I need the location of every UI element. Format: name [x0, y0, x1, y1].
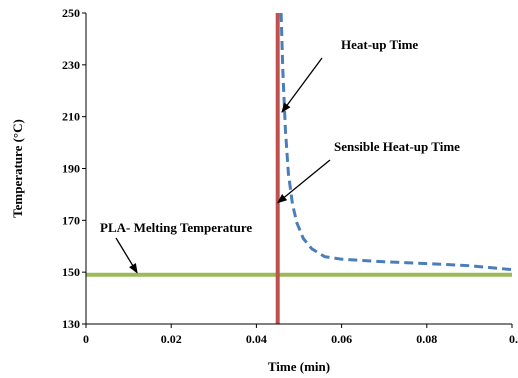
y-axis-title: Temperature (°C) [10, 119, 25, 218]
annotation-sensible-heat-up-time: Sensible Heat-up Time [334, 139, 460, 154]
y-tick-label: 250 [62, 6, 80, 20]
x-tick-label: 0.02 [161, 332, 182, 346]
annotation-pla-melting-temperature: PLA- Melting Temperature [100, 220, 252, 235]
annotation-sensible-heat-up-time-arrow [276, 159, 331, 204]
x-tick-label: 0.1 [509, 332, 518, 346]
y-tick-label: 150 [62, 265, 80, 279]
annotation-heat-up-time-arrow [281, 57, 323, 113]
x-tick-label: 0 [83, 332, 89, 346]
x-tick-label: 0.06 [331, 332, 352, 346]
series-heat-up-curve [279, 13, 512, 272]
y-tick-label: 210 [62, 110, 80, 124]
y-tick-label: 170 [62, 213, 80, 227]
y-tick-label: 230 [62, 58, 80, 72]
y-tick-label: 130 [62, 317, 80, 331]
y-tick-label: 190 [62, 162, 80, 176]
x-tick-label: 0.08 [416, 332, 437, 346]
annotation-pla-melting-temperature-arrow [115, 237, 138, 274]
x-tick-label: 0.04 [246, 332, 267, 346]
x-axis-title: Time (min) [268, 359, 330, 374]
annotation-heat-up-time: Heat-up Time [341, 37, 418, 52]
